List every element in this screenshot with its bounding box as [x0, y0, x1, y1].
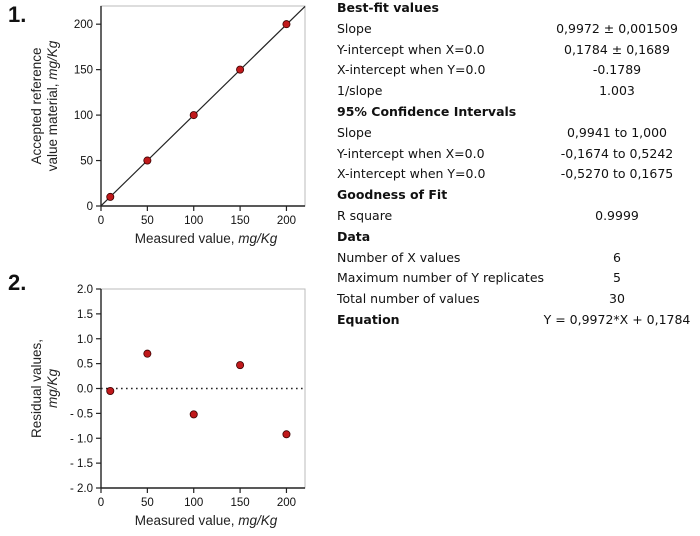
- stats-value: 5: [613, 270, 621, 286]
- stats-section-heading: Data: [337, 228, 371, 244]
- stats-value: -0,5270 to 0,1675: [560, 166, 674, 182]
- data-point: [143, 349, 152, 358]
- stats-row: X-intercept when Y=0.0 -0.1789: [337, 60, 697, 80]
- stats-section-heading: Goodness of Fit: [337, 187, 448, 203]
- stats-row: Maximum number of Y replicates 5: [337, 268, 697, 288]
- x-tick-label: 200: [277, 215, 296, 227]
- y-tick-label: - 0.5: [70, 408, 93, 420]
- x-axis-label: Measured value, mg/Kg: [135, 231, 278, 246]
- stats-value: -0.1789: [592, 62, 642, 78]
- chart-1: 0 50 100 150 200 0 50 100 150 200 Measured value, …: [29, 5, 306, 246]
- stats-value: 0.9999: [595, 208, 639, 223]
- stats-label: Total number of values: [337, 291, 480, 307]
- y-tick-label: 150: [74, 65, 93, 77]
- y-tick-label: 0: [87, 201, 93, 213]
- stats-value: 0,1784 ± 0,1689: [564, 41, 670, 57]
- y-tick-label: 100: [74, 110, 93, 122]
- y-axis-label-line2: value material, mg/Kg: [45, 40, 60, 171]
- stats-value: Y = 0,9972*X + 0,1784: [543, 312, 691, 327]
- data-point: [282, 430, 291, 439]
- y-tick-label: 2.0: [77, 284, 93, 296]
- x-tick-label: 50: [141, 497, 154, 509]
- chart-2: 0 50 100 150 200 - 2.0 - 1.5 - 1.0 - 0.5 0.0 0.5 1.…: [29, 284, 306, 528]
- stats-label: Maximum number of Y replicates: [337, 270, 545, 286]
- data-point: [143, 156, 152, 165]
- y-axis-label-text: value material,: [45, 80, 60, 172]
- best-fit-line: [100, 5, 306, 207]
- x-axis-label: Measured value, mg/Kg: [135, 513, 278, 528]
- stats-label: Number of X values: [337, 249, 461, 265]
- stats-value: -0,1674 to 0,5242: [560, 145, 674, 161]
- data-point: [106, 386, 115, 395]
- y-tick-label: 200: [74, 19, 93, 31]
- y-tick-label: - 2.0: [70, 483, 93, 495]
- y-axis-label-line1: Accepted reference: [29, 47, 44, 164]
- stats-label: Y-intercept when X=0.0: [337, 41, 485, 57]
- x-axis-label-unit: mg/Kg: [238, 231, 278, 246]
- x-axis-label-text: Measured value,: [135, 231, 239, 246]
- data-point: [189, 410, 198, 419]
- stats-section-row: Best-fit values: [337, 0, 697, 18]
- x-tick-label: 100: [184, 215, 203, 227]
- x-tick-label: 0: [98, 497, 104, 509]
- panel-label-1: 1.: [8, 2, 27, 27]
- stats-value: 30: [609, 291, 625, 307]
- x-tick-label: 100: [184, 497, 203, 509]
- y-tick-label: - 1.0: [70, 433, 93, 445]
- stats-section-heading: 95% Confidence Intervals: [337, 104, 517, 119]
- stats-row: Slope 0,9941 to 1,000: [337, 123, 697, 143]
- stats-label: Y-intercept when X=0.0: [337, 145, 485, 161]
- stats-row: Y-intercept when X=0.0 0,1784 ± 0,1689: [337, 40, 697, 60]
- stats-row: Number of X values 6: [337, 248, 697, 268]
- y-tick-label: 0.5: [77, 359, 93, 371]
- x-tick-label: 0: [98, 215, 104, 227]
- y-tick-label: 0.0: [77, 384, 93, 396]
- y-axis-label-unit: mg/Kg: [45, 369, 60, 409]
- stats-section-row: Goodness of Fit: [337, 185, 697, 205]
- stats-value: 1.003: [599, 83, 635, 99]
- stats-section-heading: Best-fit values: [337, 0, 439, 15]
- x-axis-label-text: Measured value,: [135, 513, 239, 528]
- stats-section-row: Equation Y = 0,9972*X + 0,1784: [337, 310, 697, 330]
- stats-row: 1/slope 1.003: [337, 81, 697, 101]
- data-point: [106, 192, 115, 201]
- stats-row: R square 0.9999: [337, 206, 697, 226]
- stats-label: Slope: [337, 20, 372, 36]
- stats-row: Y-intercept when X=0.0 -0,1674 to 0,5242: [337, 144, 697, 164]
- panel-label-2: 2.: [8, 270, 27, 295]
- x-tick-label: 150: [230, 215, 249, 227]
- stats-section-row: Data: [337, 227, 697, 247]
- stats-value: 0,9972 ± 0,001509: [556, 20, 678, 36]
- y-tick-label: - 1.5: [70, 458, 93, 470]
- data-point: [236, 65, 245, 74]
- y-axis-label-unit: mg/Kg: [45, 40, 60, 80]
- x-tick-label: 50: [141, 215, 154, 227]
- stats-value: 0,9941 to 1,000: [566, 124, 668, 140]
- stats-label: 1/slope: [337, 83, 383, 99]
- stats-value: 6: [613, 249, 621, 265]
- stats-label: X-intercept when Y=0.0: [337, 166, 486, 182]
- y-tick-label: 50: [80, 156, 93, 168]
- stats-row: Total number of values 30: [337, 289, 697, 309]
- stats-section-heading: Equation: [337, 312, 400, 327]
- data-point: [282, 20, 291, 29]
- stats-label: X-intercept when Y=0.0: [337, 62, 486, 78]
- y-axis-label-line1: Residual values,: [29, 339, 44, 438]
- stats-label: R square: [337, 208, 393, 223]
- x-tick-label: 200: [277, 497, 296, 509]
- y-tick-label: 1.0: [77, 334, 93, 346]
- data-point: [189, 111, 198, 120]
- stats-row: Slope 0,9972 ± 0,001509: [337, 19, 697, 39]
- stats-row: X-intercept when Y=0.0 -0,5270 to 0,1675: [337, 164, 697, 184]
- y-tick-label: 1.5: [77, 309, 93, 321]
- x-tick-label: 150: [230, 497, 249, 509]
- stats-label: Slope: [337, 124, 372, 140]
- data-point: [236, 361, 245, 370]
- stats-section-row: 95% Confidence Intervals: [337, 102, 697, 122]
- x-axis-label-unit: mg/Kg: [238, 513, 278, 528]
